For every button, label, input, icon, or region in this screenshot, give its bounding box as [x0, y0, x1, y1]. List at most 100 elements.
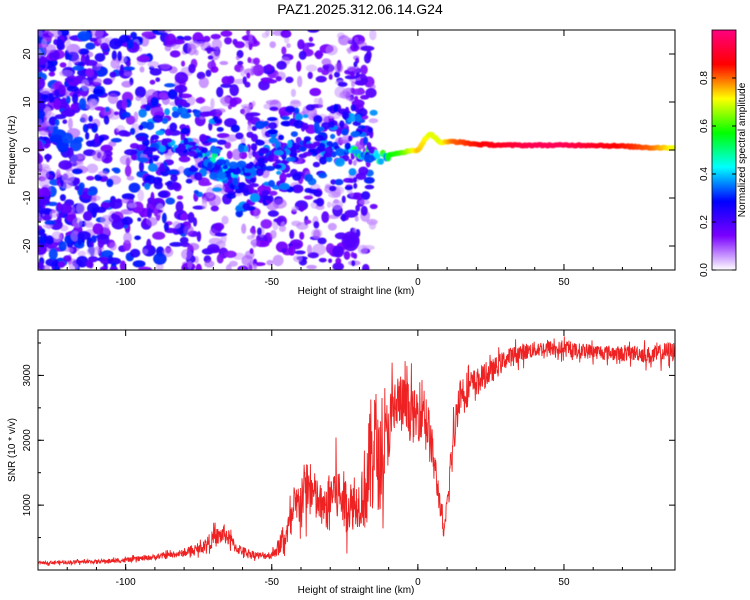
spectrogram-blob [40, 208, 53, 215]
spectrogram-blob [304, 173, 314, 182]
spectrogram-blob [354, 215, 359, 222]
spectrogram-blob [145, 121, 155, 130]
spectrogram-blob [211, 187, 223, 193]
spectrogram-blob [61, 172, 75, 184]
spectrogram-blob [158, 145, 166, 153]
spectrogram-blob [280, 30, 292, 39]
spectrogram-blob [38, 212, 41, 219]
spectrogram-blob [38, 55, 47, 66]
spectrogram-blob [38, 101, 46, 111]
spectrogram-blob [327, 222, 337, 231]
spectrogram-blob [118, 129, 129, 137]
spectrogram-blob [355, 140, 360, 147]
spectrogram-ytick-label: 10 [22, 96, 33, 108]
spectrogram-blob [38, 129, 50, 136]
spectrogram-blob [65, 39, 72, 52]
spectrogram-blob [43, 107, 52, 118]
spectrogram-blob [95, 206, 107, 213]
spectrogram-blob [90, 197, 97, 203]
spectrogram-blob [42, 224, 54, 229]
spectrogram-blob [368, 118, 379, 124]
spectrogram-blob [138, 108, 147, 118]
spectrogram-blob [195, 263, 202, 270]
spectrogram-blob [92, 149, 106, 162]
spectrogram-blob [237, 60, 244, 66]
spectrogram-blob [290, 131, 298, 137]
spectrogram-blob [117, 50, 122, 62]
spectrogram-blob [252, 241, 257, 248]
spectrogram-blob [298, 50, 307, 60]
spectrogram-blob [144, 182, 151, 190]
spectrogram-blob [92, 223, 104, 235]
spectrogram-blob [273, 218, 284, 223]
spectrogram-blob [279, 182, 290, 190]
spectrogram-blob [199, 133, 207, 143]
spectrogram-blob [280, 159, 290, 165]
spectrogram-blob [78, 48, 90, 55]
spectrogram-blob [48, 248, 58, 261]
spectrogram-blob [138, 160, 145, 173]
spectrogram-blob [199, 111, 211, 117]
spectrogram-blob [119, 155, 133, 166]
spectrogram-blob [42, 44, 57, 53]
spectrogram-blob [307, 71, 313, 80]
spectrogram-blob [90, 235, 97, 244]
spectrogram-blob [235, 55, 240, 61]
spectrogram-blob [362, 136, 369, 146]
spectrogram-blob [313, 115, 323, 124]
colorbar-tick-label: 0.4 [699, 167, 710, 181]
spectrogram-blob [351, 192, 364, 200]
spectrogram-blob [113, 168, 121, 174]
spectrogram-blob [137, 157, 149, 163]
spectrogram-blob [266, 259, 274, 266]
spectrogram-blob [276, 170, 282, 175]
spectrogram-blob [232, 177, 239, 186]
spectrogram-blob [281, 115, 290, 121]
spectrogram-blob [171, 111, 180, 118]
spectrogram-blob [164, 128, 173, 136]
spectrogram-ylabel: Frequency (Hz) [7, 116, 18, 185]
snr-series-line [38, 336, 675, 566]
spectrogram-blob [328, 73, 333, 80]
spectrogram-blob [61, 132, 74, 144]
spectrogram-blob [78, 182, 85, 191]
spectrogram-blob [86, 163, 99, 174]
spectrogram-blob [150, 96, 159, 107]
spectrogram-blob [132, 260, 146, 268]
spectrogram-blob [182, 35, 192, 41]
spectrogram-blob [49, 210, 59, 218]
spectrogram-blob [234, 41, 245, 49]
spectrogram-blob [119, 260, 127, 270]
spectrogram-blob [268, 122, 278, 130]
spectrogram-blob [293, 119, 304, 129]
spectrogram-blob [213, 222, 225, 231]
spectrogram-blob [214, 118, 222, 124]
spectrogram-blob [44, 220, 56, 226]
spectrogram-blob [289, 100, 302, 108]
spectrogram-blob [297, 39, 305, 50]
spectrogram-blob [207, 161, 213, 170]
spectrogram-blob [110, 212, 117, 220]
spectrogram-blob [280, 120, 291, 127]
spectrogram-blob [360, 205, 368, 216]
spectrogram-blob [317, 145, 326, 153]
spectrogram-blob [87, 190, 97, 196]
spectrogram-blob [55, 119, 60, 126]
spectrogram-blob [68, 117, 73, 130]
spectrogram-blob [170, 174, 178, 183]
spectrogram-blob [335, 147, 345, 157]
spectrogram-blob [188, 63, 196, 74]
spectrogram-blob [198, 181, 212, 187]
spectrogram-blob [107, 93, 119, 105]
spectrogram-blob [167, 169, 180, 176]
spectrogram-blob [248, 264, 253, 270]
spectrogram-blob [341, 195, 346, 204]
spectrogram-blob [210, 98, 215, 110]
spectrogram-blob [43, 143, 50, 149]
spectrogram-blob [247, 56, 252, 63]
spectrogram-blob [235, 132, 244, 140]
spectrogram-blob [84, 59, 98, 66]
spectrogram-blob [146, 238, 152, 251]
spectrogram-blob [139, 66, 145, 73]
spectrogram-blob [350, 131, 360, 138]
